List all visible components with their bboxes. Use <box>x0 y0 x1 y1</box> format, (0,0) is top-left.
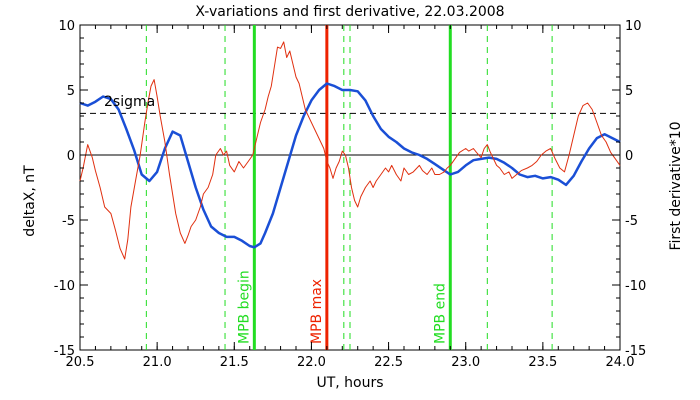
marker-lines: MPB begin MPB max MPB end <box>236 25 452 350</box>
y-tick-label-right: 5 <box>625 84 633 99</box>
chart-title: X-variations and first derivative, 22.03… <box>195 4 504 20</box>
y-tick-label-left: -5 <box>62 214 75 229</box>
y-tick-label-right: 0 <box>625 149 633 164</box>
marker-label: MPB end <box>432 283 448 344</box>
x-axis-label: UT, hours <box>316 375 383 391</box>
x-tick-label: 21.5 <box>220 355 249 370</box>
y-tick-label-left: -15 <box>54 344 75 359</box>
series-layer <box>79 41 621 260</box>
x-tick-label: 22.5 <box>374 355 403 370</box>
x-tick-label: 20.5 <box>66 355 95 370</box>
sigma-label: 2sigma <box>104 94 155 110</box>
x-tick-label: 23.0 <box>451 355 480 370</box>
marker-label: MPB max <box>309 279 325 344</box>
y-axis-label-left: deltaX, nT <box>22 165 38 237</box>
marker-label: MPB begin <box>236 270 252 344</box>
y-tick-label-left: 5 <box>67 84 75 99</box>
x-tick-label: 22.0 <box>297 355 326 370</box>
y-tick-label-right: -5 <box>625 214 638 229</box>
x-tick-label: 23.5 <box>528 355 557 370</box>
series-derivative <box>79 41 621 260</box>
y-axis-label-right: First derivative*10 <box>668 121 684 250</box>
y-tick-label-left: 0 <box>67 149 75 164</box>
reference-lines <box>80 112 620 156</box>
x-tick-label: 21.0 <box>143 355 172 370</box>
x-tick-label: 24.0 <box>606 355 635 370</box>
y-tick-label-right: -15 <box>625 344 646 359</box>
y-tick-label-right: -10 <box>625 279 646 294</box>
dashed-lines <box>145 25 553 350</box>
axis-ticks: 20.5 21.0 21.5 22.0 22.5 23.0 23.5 24.0 10 5 0 -5 -1… <box>54 19 646 370</box>
y-tick-label-left: -10 <box>54 279 75 294</box>
y-tick-label-left: 10 <box>58 19 75 34</box>
y-tick-label-right: 10 <box>625 19 642 34</box>
series-deltaX <box>79 82 621 249</box>
